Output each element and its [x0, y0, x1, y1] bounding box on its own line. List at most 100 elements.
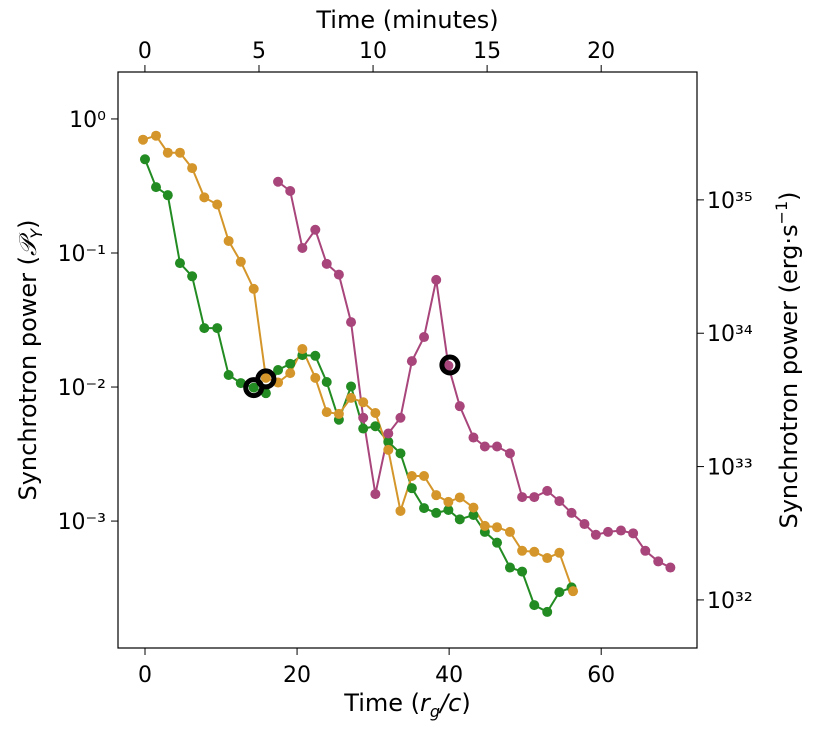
- data-point: [443, 504, 454, 515]
- y2-axis-label-part: Synchrotron power (erg·s: [775, 224, 803, 528]
- x2-tick-label: 10: [359, 39, 387, 64]
- x-axis-label-part: /c: [438, 689, 461, 717]
- data-point: [297, 344, 308, 355]
- data-point: [542, 606, 553, 617]
- data-point: [431, 274, 442, 285]
- y-axis-label: Synchrotron power (𝒫Y): [14, 220, 46, 501]
- x-tick-label: 40: [435, 663, 463, 688]
- data-point: [406, 356, 417, 367]
- data-point: [590, 529, 601, 540]
- data-point: [162, 147, 173, 158]
- y2-tick-label: 10³⁵: [707, 189, 753, 214]
- x2-tick-label: 0: [138, 39, 152, 64]
- y-tick-label: 10⁻¹: [58, 242, 106, 267]
- data-point: [174, 147, 185, 158]
- data-point: [468, 502, 479, 513]
- data-point: [492, 522, 503, 533]
- series-line: [142, 134, 575, 592]
- data-point: [468, 509, 479, 520]
- y2-axis-label-part: −1: [772, 201, 791, 225]
- data-point: [370, 408, 381, 419]
- data-point: [603, 526, 614, 537]
- x2-tick-label: 20: [587, 39, 615, 64]
- data-point: [406, 483, 417, 494]
- y2-tick-label: 10³⁴: [707, 322, 753, 347]
- data-point: [628, 528, 639, 539]
- data-point: [310, 372, 321, 383]
- data-point: [566, 507, 577, 518]
- data-point: [297, 242, 308, 253]
- data-point: [504, 448, 515, 459]
- data-point: [273, 364, 284, 375]
- data-point: [248, 382, 259, 393]
- data-point: [640, 545, 651, 556]
- x-axis-label: Time (rg/c): [343, 689, 470, 721]
- plot-marks: [138, 130, 676, 617]
- data-point: [151, 182, 162, 193]
- data-point: [174, 258, 185, 269]
- data-point: [454, 401, 465, 412]
- data-point: [358, 412, 369, 423]
- data-point: [199, 192, 210, 203]
- y-tick-label: 10⁻³: [58, 510, 106, 535]
- data-point: [454, 492, 465, 503]
- data-point: [554, 547, 565, 558]
- data-point: [579, 519, 590, 530]
- plot-frame: [117, 71, 698, 649]
- highlight-ring: [255, 368, 277, 390]
- data-point: [138, 134, 149, 145]
- data-point: [285, 186, 296, 197]
- data-point: [383, 444, 394, 455]
- data-point: [529, 492, 540, 503]
- data-point: [212, 199, 223, 210]
- data-point: [419, 470, 430, 481]
- x-tick-label: 0: [138, 663, 152, 688]
- data-point: [504, 526, 515, 537]
- data-point: [333, 269, 344, 280]
- x-tick-label: 60: [587, 663, 615, 688]
- x-tick-label: 20: [283, 663, 311, 688]
- data-point: [431, 490, 442, 501]
- data-point: [223, 369, 234, 380]
- data-point: [139, 154, 150, 165]
- data-point: [615, 525, 626, 536]
- plot-lines: [142, 134, 671, 614]
- data-point: [454, 514, 465, 525]
- data-point: [554, 587, 565, 598]
- data-point: [321, 377, 332, 388]
- y2-tick-label: 10³²: [707, 589, 753, 614]
- data-point: [321, 258, 332, 269]
- data-point: [285, 368, 296, 379]
- data-point: [346, 392, 357, 403]
- data-point: [235, 256, 246, 267]
- data-point: [187, 271, 198, 282]
- data-point: [346, 381, 357, 392]
- data-point: [346, 317, 357, 328]
- data-point: [492, 441, 503, 452]
- data-point: [529, 600, 540, 611]
- data-point: [235, 378, 246, 389]
- data-point: [431, 507, 442, 518]
- data-point: [199, 323, 210, 334]
- y-axis-label-part: Synchrotron power (: [14, 256, 42, 501]
- data-point: [406, 470, 417, 481]
- x2-tick-label: 5: [252, 39, 266, 64]
- data-point: [443, 360, 454, 371]
- data-point: [419, 503, 430, 514]
- data-point: [212, 323, 223, 334]
- data-point: [187, 163, 198, 174]
- y-axis-label-part: ): [14, 220, 42, 229]
- data-point: [310, 224, 321, 235]
- data-point: [479, 520, 490, 531]
- x-axis-label-part: g: [430, 702, 440, 721]
- data-point: [162, 190, 173, 201]
- y-tick-label: 10⁻²: [58, 376, 106, 401]
- data-point: [419, 332, 430, 343]
- data-point: [665, 562, 676, 573]
- highlight-ring: [439, 354, 461, 376]
- data-point: [395, 412, 406, 423]
- data-point: [492, 537, 503, 548]
- x-axis-label-part: r: [420, 689, 432, 717]
- data-point: [333, 408, 344, 419]
- data-point: [260, 372, 271, 383]
